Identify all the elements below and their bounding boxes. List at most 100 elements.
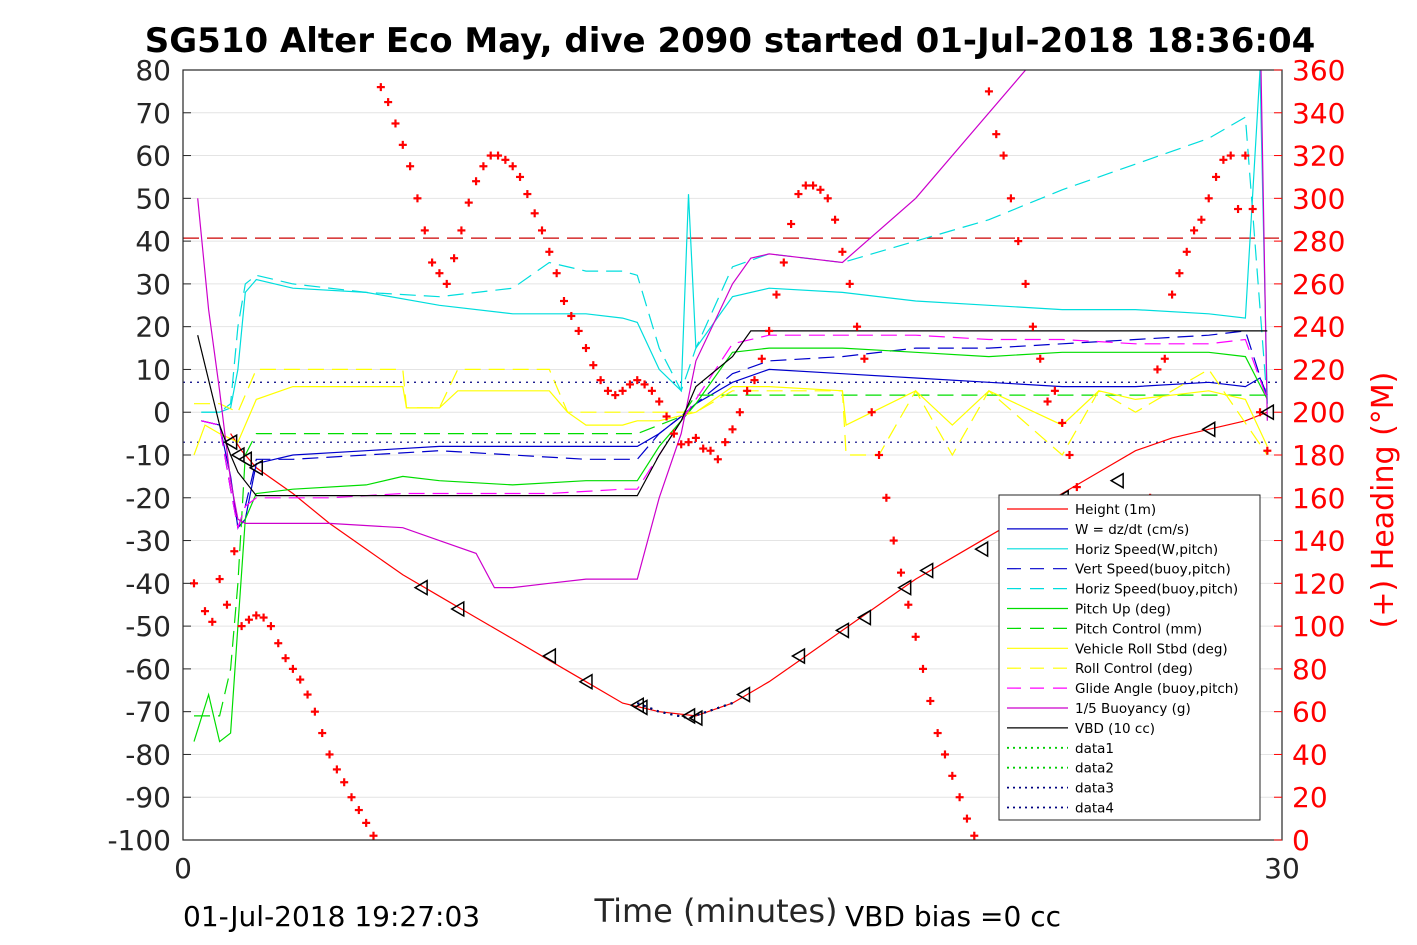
legend-item: Vert Speed(buoy,pitch) — [1007, 562, 1231, 578]
right-tick-label: 220 — [1292, 353, 1345, 386]
heading-point — [633, 376, 642, 385]
legend-label: Pitch Up (deg) — [1075, 602, 1171, 618]
time-markers — [223, 403, 1275, 727]
legend-label: Pitch Control (mm) — [1075, 621, 1202, 637]
triangle-marker — [541, 647, 557, 665]
heading-point — [574, 326, 583, 335]
heading-point — [1028, 322, 1037, 331]
triangle-marker — [230, 446, 245, 464]
heading-point — [992, 130, 1001, 139]
triangle-marker — [223, 433, 238, 451]
triangle-marker — [1259, 403, 1275, 421]
heading-point — [1006, 194, 1015, 203]
legend-item: W = dz/dt (cm/s) — [1007, 522, 1189, 538]
heading-point — [897, 568, 906, 577]
left-tick-label: -100 — [107, 824, 171, 857]
heading-point — [442, 279, 451, 288]
legend-label: data4 — [1075, 801, 1114, 817]
left-tick-label: 40 — [135, 225, 171, 258]
left-tick-label: -40 — [125, 567, 171, 600]
heading-point — [794, 190, 803, 199]
heading-point — [926, 696, 935, 705]
triangle-marker — [688, 709, 703, 727]
series-line-data1 — [636, 702, 733, 720]
legend-item: data3 — [1007, 781, 1114, 797]
series-line-pitch-control-mm — [194, 394, 1268, 717]
left-tick-label: 70 — [135, 97, 171, 130]
right-tick-label: 320 — [1292, 140, 1345, 173]
right-tick-label: 20 — [1292, 781, 1328, 814]
triangle-marker — [919, 562, 934, 579]
heading-point — [200, 607, 209, 616]
heading-point — [281, 654, 290, 663]
heading-point — [589, 361, 598, 370]
heading-point — [516, 172, 525, 181]
heading-point — [816, 185, 825, 194]
chart-title: SG510 Alter Eco May, dive 2090 started 0… — [145, 21, 1316, 61]
triangle-marker — [413, 579, 428, 596]
right-tick-label: 360 — [1292, 54, 1345, 87]
legend-item: data1 — [1007, 741, 1114, 757]
heading-point — [1182, 247, 1191, 256]
series-line-vbd-10-cc — [197, 330, 1268, 497]
heading-point — [208, 617, 217, 626]
series-group — [193, 70, 1268, 743]
right-tick-label: 240 — [1292, 311, 1345, 344]
heading-point — [1153, 365, 1162, 374]
heading-point — [603, 386, 612, 395]
series-line-height-1m — [230, 411, 1268, 717]
triangle-marker — [736, 686, 751, 703]
heading-point — [596, 376, 605, 385]
heading-point — [347, 793, 356, 802]
legend-item: Pitch Control (mm) — [1007, 621, 1202, 637]
heading-point — [1263, 446, 1272, 455]
heading-point — [266, 622, 275, 631]
heading-point — [435, 269, 444, 278]
heading-point — [567, 311, 576, 320]
heading-point — [757, 354, 766, 363]
triangle-marker — [1201, 421, 1216, 438]
heading-point — [713, 455, 722, 464]
heading-point — [559, 297, 568, 305]
heading-point — [918, 664, 927, 673]
series-line-roll-control-deg — [194, 368, 1268, 457]
left-tick-label: 10 — [135, 353, 171, 386]
heading-point — [970, 831, 979, 840]
heading-point — [310, 707, 319, 716]
heading-point — [303, 690, 312, 699]
series-line-vehicle-roll-stbd-deg — [193, 386, 1268, 456]
heading-point — [479, 162, 488, 171]
heading-point — [867, 408, 876, 417]
series-line-horiz-speed-buoy-pitch — [201, 116, 1268, 413]
heading-point — [1021, 279, 1030, 288]
heading-point — [684, 438, 693, 447]
heading-point — [962, 814, 971, 823]
right-tick-label: 180 — [1292, 439, 1345, 472]
heading-point — [728, 425, 737, 434]
heading-point — [875, 451, 884, 459]
legend-label: Horiz Speed(W,pitch) — [1075, 542, 1218, 558]
heading-point — [809, 181, 818, 190]
heading-point — [538, 226, 547, 235]
heading-point — [625, 380, 634, 389]
heading-point — [1212, 172, 1221, 181]
heading-point — [1197, 215, 1206, 224]
legend-label: Height (1m) — [1075, 502, 1156, 518]
heading-point — [237, 622, 246, 631]
heading-point — [669, 429, 678, 438]
heading-point — [677, 440, 686, 449]
legend-item: Horiz Speed(buoy,pitch) — [1007, 582, 1238, 598]
right-tick-label: 280 — [1292, 225, 1345, 258]
right-tick-label: 160 — [1292, 482, 1345, 515]
heading-point — [611, 391, 620, 400]
heading-point — [384, 98, 393, 107]
left-axis-ticks: -100-90-80-70-60-50-40-30-20-10010203040… — [107, 54, 191, 857]
series-line-data4 — [636, 702, 733, 720]
legend-label: VBD (10 cc) — [1075, 721, 1155, 737]
heading-point — [699, 444, 708, 453]
right-axis-ticks: 0 20 40 60 80 100 120 140 160 180 200 220 240 260 280 3… — [1274, 54, 1345, 857]
legend-item: 1/5 Buoyancy (g) — [1007, 701, 1191, 717]
heading-point — [911, 632, 920, 641]
footer-vbd-bias: VBD bias =0 cc — [845, 900, 1061, 933]
